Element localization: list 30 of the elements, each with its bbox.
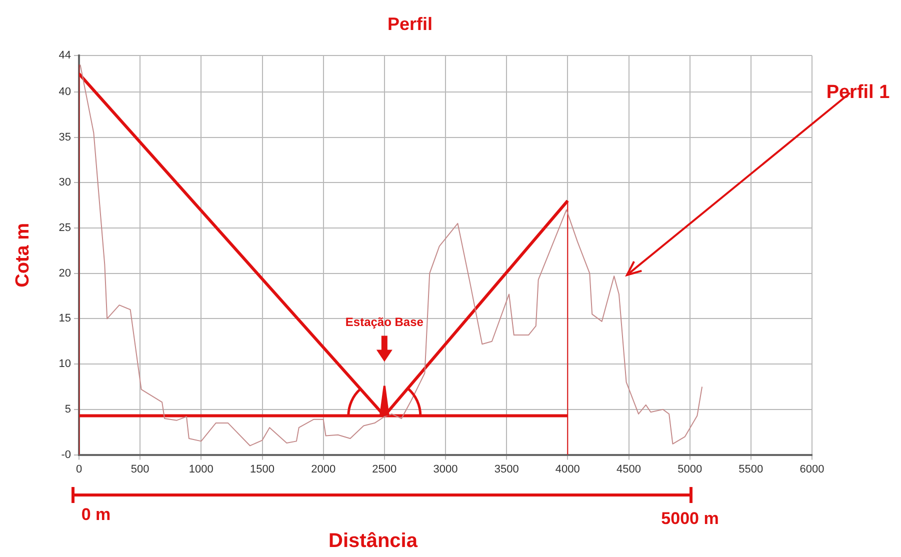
y-tick-label: 44: [58, 50, 71, 62]
y-tick-label: 40: [58, 86, 71, 98]
x-tick-label: 5000: [678, 463, 702, 476]
annotation: Estação Base: [345, 314, 424, 329]
x-tick-label: 500: [130, 463, 150, 476]
y-tick-label: 10: [58, 358, 71, 370]
x-tick-label: 5500: [738, 463, 764, 476]
x-tick-label: 1500: [250, 463, 274, 476]
y-tick-label: 15: [58, 312, 71, 325]
x-tick-label: 1000: [188, 463, 214, 476]
x-tick-label: 2500: [372, 463, 397, 476]
y-axis-title: Cota m: [12, 222, 34, 288]
x-tick-label: 3500: [494, 463, 519, 476]
x-tick-label: 3000: [433, 463, 458, 476]
y-tick-label: 20: [58, 267, 71, 280]
text: 0 m: [81, 505, 111, 524]
y-tick-label: 30: [58, 176, 71, 189]
x-tick-label: 6000: [800, 463, 824, 476]
x-tick-label: 0: [76, 463, 82, 476]
x-tick-label: 4500: [616, 463, 641, 476]
text: 5000 m: [661, 509, 719, 528]
y-tick-label: 25: [58, 222, 71, 234]
x-axis-title: Distância: [328, 530, 418, 552]
y-tick-label: 5: [64, 403, 71, 416]
x-tick-label: 4000: [555, 463, 580, 476]
chart-title: Perfil: [387, 14, 433, 34]
text: Perfil 1: [826, 82, 890, 103]
x-tick-label: 2000: [311, 463, 336, 476]
y-tick-label: -0: [61, 448, 71, 461]
y-tick-label: 35: [58, 131, 71, 144]
